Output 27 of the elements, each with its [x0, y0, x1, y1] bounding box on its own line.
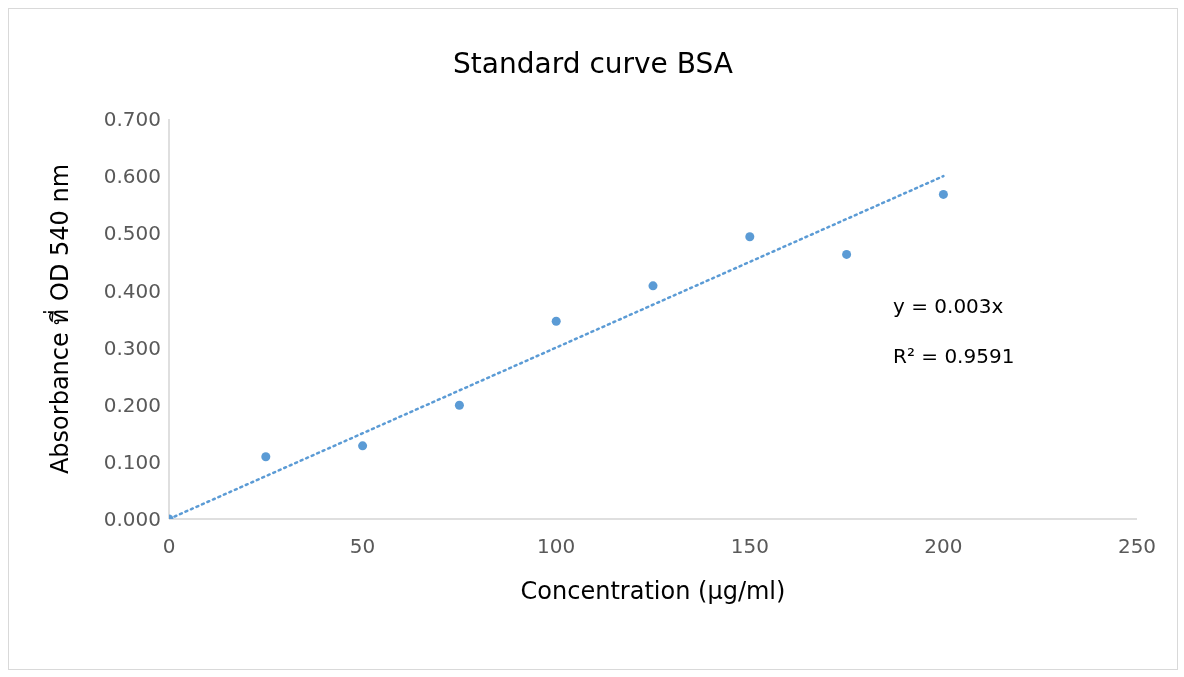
x-tick-label: 100	[537, 534, 576, 559]
point	[842, 249, 852, 259]
point	[551, 316, 561, 326]
x-axis-title: Concentration (µg/ml)	[520, 577, 786, 605]
y-tick-label: 0.700	[103, 107, 161, 132]
y-tick-label: 0.400	[103, 278, 161, 303]
y-tick-label: 0.300	[103, 335, 161, 360]
y-tick-label: 0.100	[103, 449, 161, 474]
point	[648, 281, 658, 291]
point	[358, 441, 368, 451]
y-tick-label: 0.600	[103, 164, 161, 189]
chart-title: Standard curve BSA	[452, 47, 734, 80]
annotation: y = 0.003x	[893, 294, 1004, 318]
x-tick-label: 50	[349, 534, 376, 559]
y-tick-label: 0.000	[103, 507, 161, 532]
x-tick-label: 200	[924, 534, 963, 559]
y-tick-label: 0.500	[103, 221, 161, 246]
x-tick-label: 250	[1117, 534, 1157, 559]
x-tick-label: 0	[162, 534, 176, 559]
y-tick-label: 0.200	[103, 392, 161, 417]
x-tick-label: 150	[730, 534, 769, 559]
point	[745, 232, 755, 242]
y-axis-title: Absorbance ที่ OD 540 nm	[42, 163, 74, 475]
point	[454, 400, 464, 410]
point	[938, 189, 948, 199]
point	[261, 452, 271, 462]
annotation: R² = 0.9591	[893, 344, 1015, 368]
